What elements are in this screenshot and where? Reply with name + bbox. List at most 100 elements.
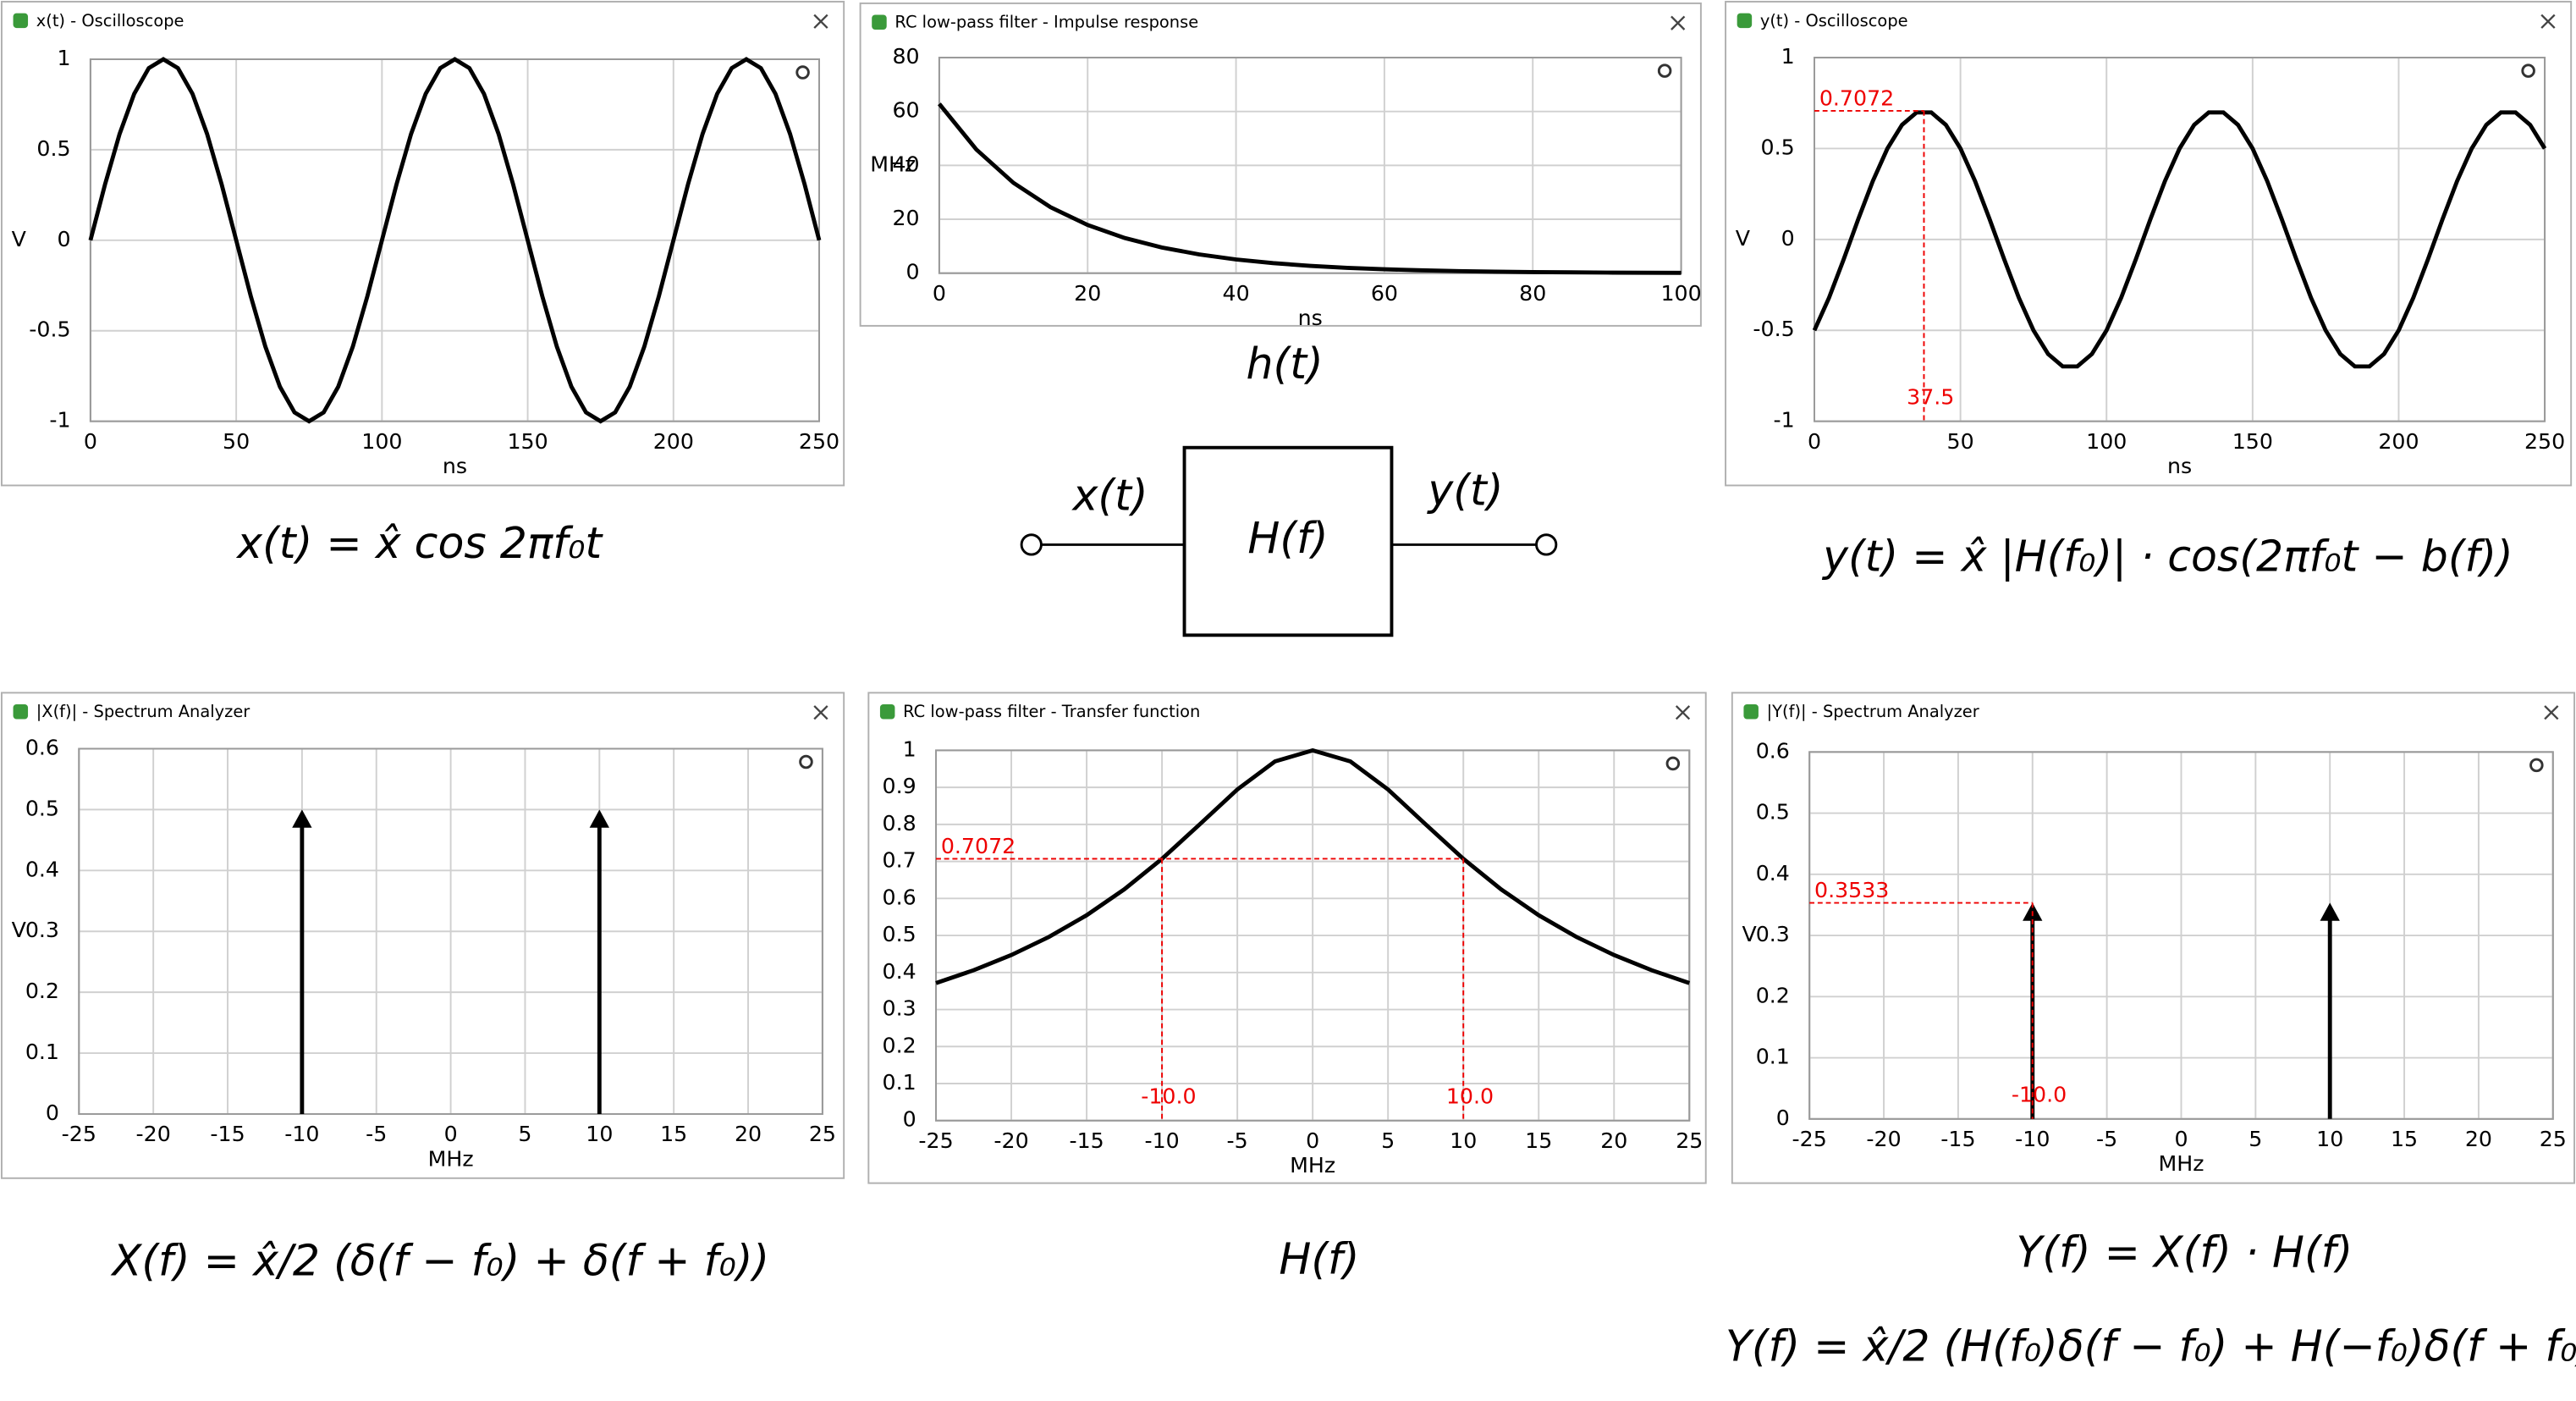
- x-tick-label: -15: [1940, 1127, 1975, 1151]
- panel-icon: [13, 13, 29, 29]
- annotation-label: -10.0: [1141, 1084, 1196, 1109]
- x-tick-label: 150: [507, 429, 548, 454]
- y-tick-label: 0.5: [25, 796, 59, 820]
- y-tick-label: 0: [1781, 226, 1795, 251]
- y-tick-label: 60: [892, 98, 919, 123]
- x-tick-label: 40: [1223, 281, 1250, 306]
- x-axis-label: MHz: [2158, 1151, 2204, 1176]
- y-tick-label: -0.5: [1753, 317, 1794, 341]
- curve: [938, 102, 1682, 275]
- x-tick-label: 5: [518, 1122, 531, 1146]
- x-tick-label: 20: [735, 1122, 762, 1146]
- x-tick-label: -5: [2096, 1127, 2117, 1151]
- x-tick-label: 100: [2086, 429, 2127, 454]
- y-axis-label: V: [12, 918, 27, 942]
- x-tick-label: 5: [2248, 1127, 2262, 1151]
- close-icon: [2540, 14, 2556, 29]
- y-tick-label: 0.3: [25, 918, 59, 942]
- x-tick-label: 5: [1381, 1128, 1395, 1153]
- x-tick-label: 80: [1519, 281, 1546, 306]
- plot-border: [938, 57, 1682, 274]
- y-tick-label: 0.3: [1756, 922, 1790, 946]
- curve: [935, 747, 1691, 985]
- annotation-label: 0.3533: [1814, 878, 1889, 902]
- x-tick-label: 150: [2232, 429, 2273, 454]
- y-axis-label: V: [1742, 922, 1757, 946]
- x-tick-label: -25: [1792, 1127, 1827, 1151]
- x-tick-label: 0: [1808, 429, 1821, 454]
- y-tick-label: 0.2: [25, 979, 59, 1003]
- y-tick-label: 0: [906, 260, 920, 284]
- close-icon: [2544, 705, 2559, 720]
- y-tick-label: -1: [49, 408, 70, 433]
- close-icon: [813, 705, 828, 720]
- x-tick-label: -5: [1227, 1128, 1248, 1153]
- panel-icon: [1737, 13, 1753, 29]
- curve: [1812, 110, 2547, 369]
- x-tick-label: 0: [933, 281, 946, 306]
- panel-icon: [1743, 703, 1759, 720]
- input-label: x(t): [1071, 470, 1148, 520]
- panel-title: RC low-pass filter - Impulse response: [894, 13, 1198, 32]
- settings-icon: [1665, 756, 1681, 771]
- y-tick-label: 0: [58, 227, 71, 251]
- x-tick-label: -15: [210, 1122, 245, 1146]
- annotation-line: [1809, 902, 2034, 1119]
- y-tick-label: 0: [1776, 1106, 1790, 1130]
- y-tick-label: 1: [903, 736, 916, 761]
- y-tick-label: 1: [1781, 44, 1795, 69]
- x-tick-label: -5: [366, 1122, 387, 1146]
- y-tick-label: 0: [903, 1107, 916, 1132]
- x-tick-label: 200: [653, 429, 694, 454]
- x-tick-label: 10: [2316, 1127, 2343, 1151]
- output-label: y(t): [1426, 466, 1503, 516]
- y-tick-label: 0.1: [1756, 1045, 1790, 1069]
- x-tick-label: 0: [84, 429, 97, 454]
- caption: h(t): [1246, 339, 1323, 389]
- x-tick-label: 15: [2391, 1127, 2418, 1151]
- terminal: [1020, 533, 1043, 556]
- y-tick-label: 0.1: [883, 1070, 916, 1095]
- y-tick-label: 40: [892, 152, 919, 176]
- y-tick-label: 0.2: [1756, 983, 1790, 1007]
- y-tick-label: 0.9: [883, 774, 916, 798]
- x-tick-label: 15: [1525, 1128, 1552, 1153]
- x-tick-label: 20: [1600, 1128, 1627, 1153]
- panel-title: RC low-pass filter - Transfer function: [903, 702, 1200, 721]
- formula: Y(f) = X(f) · H(f): [2017, 1227, 2353, 1277]
- x-axis-label: MHz: [1290, 1153, 1335, 1178]
- x-tick-label: -10: [284, 1122, 319, 1146]
- panel-icon: [872, 14, 887, 30]
- x-tick-label: -20: [1866, 1127, 1901, 1151]
- y-tick-label: 0.2: [883, 1033, 916, 1057]
- x-axis-label: ns: [2167, 454, 2192, 478]
- annotation-line: [936, 858, 1465, 1121]
- panel-title: |Y(f)| - Spectrum Analyzer: [1767, 702, 1979, 721]
- panel-title: x(t) - Oscilloscope: [36, 11, 184, 30]
- block-label: H(f): [1247, 513, 1328, 563]
- y-tick-label: -1: [1774, 408, 1795, 433]
- arrow-head: [292, 809, 312, 828]
- plot-border: [1808, 751, 2554, 1120]
- y-tick-label: 20: [892, 206, 919, 230]
- x-tick-label: -20: [136, 1122, 171, 1146]
- y-tick-label: 0.4: [883, 959, 916, 984]
- formula: X(f) = x̂/2 (δ(f − f₀) + δ(f + f₀)): [110, 1235, 769, 1285]
- x-tick-label: 100: [1660, 281, 1701, 306]
- y-tick-label: 0.4: [25, 857, 59, 881]
- x-tick-label: 25: [2540, 1127, 2567, 1151]
- y-tick-label: 0.5: [36, 136, 70, 161]
- x-tick-label: 10: [1450, 1128, 1477, 1153]
- x-tick-label: 50: [1947, 429, 1974, 454]
- x-tick-label: 25: [809, 1122, 836, 1146]
- x-tick-label: 0: [1306, 1128, 1319, 1153]
- x-tick-label: -25: [62, 1122, 96, 1146]
- x-tick-label: 10: [586, 1122, 613, 1146]
- arrow-head: [589, 809, 609, 828]
- x-tick-label: 50: [223, 429, 250, 454]
- caption: H(f): [1279, 1233, 1359, 1283]
- x-tick-label: 25: [1676, 1128, 1703, 1153]
- close-icon: [813, 14, 828, 29]
